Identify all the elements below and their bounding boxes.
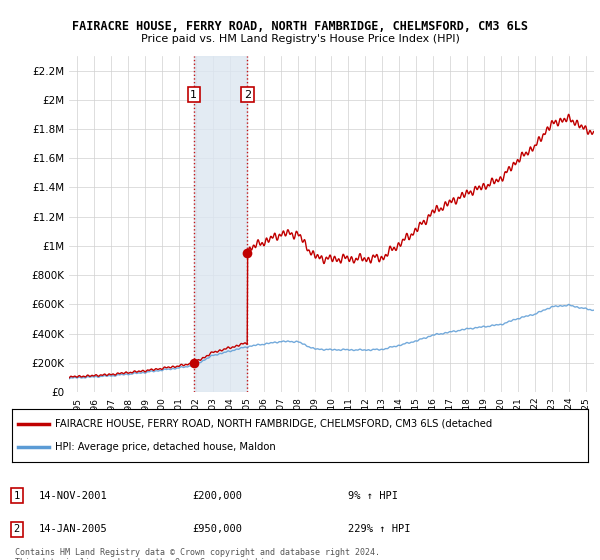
Text: 229% ↑ HPI: 229% ↑ HPI [348, 524, 410, 534]
Text: FAIRACRE HOUSE, FERRY ROAD, NORTH FAMBRIDGE, CHELMSFORD, CM3 6LS: FAIRACRE HOUSE, FERRY ROAD, NORTH FAMBRI… [72, 20, 528, 32]
Text: 9% ↑ HPI: 9% ↑ HPI [348, 491, 398, 501]
Text: £950,000: £950,000 [192, 524, 242, 534]
Text: £200,000: £200,000 [192, 491, 242, 501]
Text: 1: 1 [14, 491, 20, 501]
Bar [194, 56, 247, 392]
Text: Contains HM Land Registry data © Crown copyright and database right 2024.
This d: Contains HM Land Registry data © Crown c… [15, 548, 380, 560]
Text: Price paid vs. HM Land Registry's House Price Index (HPI): Price paid vs. HM Land Registry's House … [140, 34, 460, 44]
Text: FAIRACRE HOUSE, FERRY ROAD, NORTH FAMBRIDGE, CHELMSFORD, CM3 6LS (detached: FAIRACRE HOUSE, FERRY ROAD, NORTH FAMBRI… [55, 419, 493, 429]
Text: 2: 2 [14, 524, 20, 534]
Text: 2: 2 [244, 90, 251, 100]
Text: 14-NOV-2001: 14-NOV-2001 [39, 491, 108, 501]
Text: HPI: Average price, detached house, Maldon: HPI: Average price, detached house, Mald… [55, 442, 276, 452]
Text: 14-JAN-2005: 14-JAN-2005 [39, 524, 108, 534]
Text: 1: 1 [190, 90, 197, 100]
